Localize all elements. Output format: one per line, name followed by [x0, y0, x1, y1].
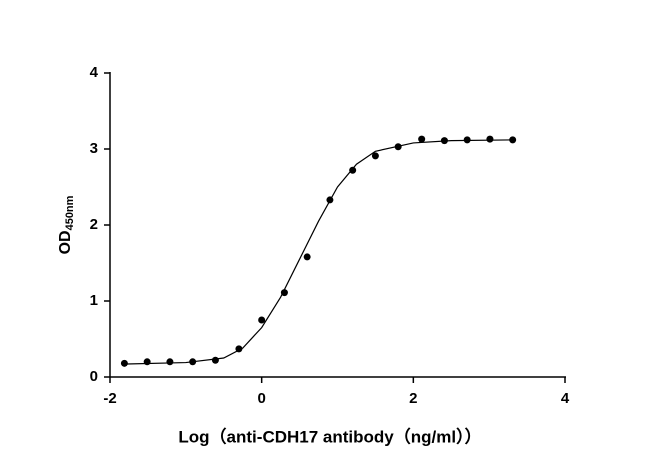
x-tick-label: -2	[103, 390, 116, 407]
data-point	[326, 196, 334, 204]
x-tick-label: 2	[409, 390, 417, 407]
data-point	[120, 359, 128, 367]
y-tick-label: 1	[90, 292, 98, 309]
y-axis-label-subscript: 450nm	[64, 195, 76, 230]
data-point	[394, 143, 402, 151]
data-point	[258, 316, 266, 324]
data-point	[371, 152, 379, 160]
data-point	[280, 289, 288, 297]
data-point	[509, 136, 517, 144]
data-point	[418, 135, 426, 143]
y-tick-label: 2	[90, 216, 98, 233]
y-axis-label-main: OD	[57, 230, 74, 254]
data-point	[303, 253, 311, 261]
x-axis-label: Log（anti-CDH17 antibody（ng/ml））	[178, 426, 481, 446]
y-tick-label: 4	[90, 64, 99, 81]
data-point	[440, 137, 448, 145]
data-point	[463, 136, 471, 144]
y-axis-label: OD450nm	[57, 195, 76, 254]
x-tick-label: 0	[257, 390, 265, 407]
data-point	[486, 135, 494, 143]
data-point	[349, 166, 357, 174]
y-tick-label: 3	[90, 140, 98, 157]
data-point	[235, 345, 243, 353]
data-point	[189, 358, 197, 366]
data-point	[211, 356, 219, 364]
x-tick-label: 4	[561, 390, 570, 407]
fit-curve	[125, 139, 512, 365]
data-point	[166, 358, 174, 366]
data-point	[143, 358, 151, 366]
y-tick-label: 0	[90, 368, 98, 385]
